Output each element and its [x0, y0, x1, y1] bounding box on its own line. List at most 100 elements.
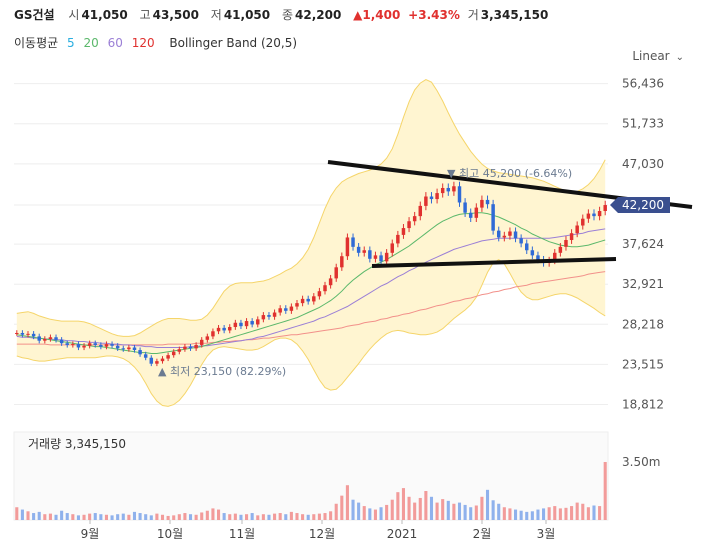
candle-body [160, 358, 165, 362]
bollinger-label[interactable]: Bollinger Band (20,5) [169, 36, 298, 50]
candle-body [300, 298, 305, 304]
volume-bar [20, 509, 24, 520]
volume-bar [485, 489, 490, 520]
y-tick-label: 23,515 [622, 357, 664, 371]
volume-bar [570, 506, 574, 520]
volume-bar [564, 507, 568, 520]
volume-bar [429, 496, 434, 520]
candle-body [71, 344, 75, 346]
candle-body [104, 344, 109, 347]
ma5-label[interactable]: 5 [67, 36, 75, 50]
candle-body [569, 233, 574, 241]
candle-body [379, 255, 383, 262]
candle-body [110, 344, 114, 346]
volume-bar [536, 509, 540, 520]
candle-body [20, 332, 25, 335]
volume-bar [407, 496, 411, 520]
volume-bar [48, 513, 52, 520]
open-label: 시 [68, 8, 80, 22]
volume-bar [160, 514, 165, 520]
y-tick-label: 28,218 [622, 317, 664, 331]
volume-bar [435, 502, 439, 520]
volume-bar [76, 515, 80, 520]
volume-bar [553, 506, 557, 520]
candle-body [278, 308, 282, 313]
candle-body [575, 225, 579, 234]
volume-bar [239, 514, 243, 520]
candle-body [463, 202, 467, 213]
candle-body [115, 345, 120, 349]
y-tick-label: 18,812 [622, 398, 664, 412]
candle-body [59, 339, 64, 344]
x-tick-label: 3월 [537, 527, 556, 541]
candle-body [491, 204, 495, 231]
scale-mode-label: Linear [632, 49, 670, 63]
ma-label[interactable]: 이동평균 [14, 36, 59, 50]
volume-bar [194, 514, 198, 520]
candle-body [256, 319, 260, 325]
candle-body [155, 361, 159, 364]
low-label: 저 [210, 8, 222, 22]
candle-body [384, 252, 389, 262]
candle-body [581, 218, 585, 226]
volume-bar [267, 514, 271, 520]
candle-body [536, 255, 540, 260]
candle-body [43, 338, 47, 341]
volume-bar [222, 513, 226, 520]
x-tick-label: 2월 [473, 527, 492, 541]
ma120-label[interactable]: 120 [131, 36, 155, 50]
candle-body [485, 199, 490, 205]
candle-body [216, 327, 221, 332]
candle-body [396, 234, 400, 244]
x-tick-label: 10월 [157, 527, 183, 541]
volume-bar [491, 500, 495, 520]
volume-bar [457, 502, 462, 520]
volume-bar [312, 514, 316, 520]
volume-bar [104, 514, 109, 520]
ma60-label[interactable]: 60 [107, 36, 123, 50]
volume-bar [289, 511, 293, 520]
volume-bar [149, 515, 153, 520]
ma20-label[interactable]: 20 [83, 36, 99, 50]
candle-body [272, 312, 277, 317]
candle-body [586, 213, 591, 219]
volume-label: 거 [467, 8, 479, 22]
candle-body [513, 231, 518, 239]
volume-bar [396, 492, 400, 520]
candle-body [284, 308, 288, 311]
candle-body [480, 199, 484, 208]
y-tick-label: 37,624 [622, 237, 664, 251]
low-annotation: ▲ 최저 23,150 (82.29%) [158, 365, 286, 378]
candle-body [15, 332, 19, 334]
high-annotation: ▼ 최고 45,200 (-6.64%) [447, 167, 572, 180]
candle-body [368, 250, 372, 259]
volume-bar [379, 507, 383, 520]
candle-body [31, 333, 36, 337]
y-tick-label: 51,733 [622, 117, 664, 131]
candle-body [76, 344, 81, 348]
candle-body [93, 343, 97, 345]
volume-bar [144, 514, 148, 520]
candle-body [194, 344, 198, 349]
bollinger-upper-line [16, 79, 606, 337]
candle-body [211, 331, 215, 337]
scale-selector[interactable]: Linear ⌄ [632, 49, 684, 63]
open-value: 41,050 [81, 8, 128, 22]
candle-body [390, 243, 394, 253]
candle-body [323, 285, 327, 292]
candle-body [468, 212, 473, 218]
stock-name: GS건설 [14, 8, 55, 22]
candle-body [457, 186, 462, 203]
bollinger-band-area [16, 79, 606, 407]
candle-body [261, 315, 266, 320]
volume-bar [43, 514, 47, 520]
volume-bar [513, 509, 518, 520]
volume-bar [15, 507, 19, 520]
volume-bar [99, 514, 103, 520]
volume-bar [110, 515, 114, 520]
volume-bar [233, 513, 237, 520]
candle-body [407, 221, 411, 229]
candle-body [306, 298, 310, 302]
candle-body [564, 240, 568, 247]
